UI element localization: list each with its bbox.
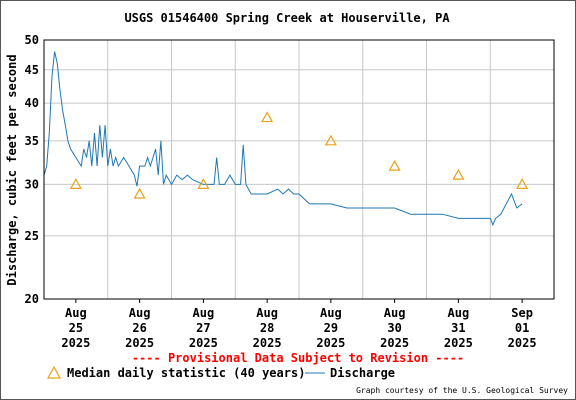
provisional-notice: ---- Provisional Data Subject to Revisio… xyxy=(132,351,464,365)
y-tick-label: 30 xyxy=(25,177,39,191)
median-marker xyxy=(452,168,465,180)
x-tick-label: Aug 28 2025 xyxy=(253,306,282,350)
legend: Median daily statistic (40 years) Discha… xyxy=(46,365,395,380)
plot-frame xyxy=(43,39,555,300)
y-axis-label: Discharge, cubic feet per second xyxy=(5,54,19,285)
discharge-series xyxy=(43,51,523,227)
y-tick-label: 20 xyxy=(25,292,39,306)
y-tick-label: 25 xyxy=(25,229,39,243)
median-marker xyxy=(197,178,210,189)
median-marker xyxy=(324,134,337,146)
y-tick-labels: 20 25 30 35 40 45 50 xyxy=(25,33,39,306)
discharge-line xyxy=(43,51,523,227)
x-tick-label: Aug 25 2025 xyxy=(61,306,90,350)
x-tick-label: Aug 31 2025 xyxy=(444,306,473,350)
x-tick-label: Sep 01 2025 xyxy=(508,306,537,350)
x-tick-labels: Aug 25 2025 Aug 26 2025 Aug 27 2025 Aug 28 2025 Aug 2… xyxy=(61,306,536,350)
legend-discharge-label: Discharge xyxy=(330,366,395,380)
y-tick-label: 35 xyxy=(25,134,39,148)
y-tick-label: 50 xyxy=(25,33,39,47)
median-marker xyxy=(516,178,529,189)
median-series xyxy=(69,111,529,199)
y-tick-label: 40 xyxy=(25,96,39,110)
legend-median-label: Median daily statistic (40 years) xyxy=(67,366,305,380)
median-marker xyxy=(69,178,82,189)
x-tick-label: Aug 29 2025 xyxy=(316,306,345,350)
x-tick-label: Aug 30 2025 xyxy=(380,306,409,350)
chart-title: USGS 01546400 Spring Creek at Houservill… xyxy=(124,11,450,25)
x-tick-label: Aug 27 2025 xyxy=(189,306,218,350)
median-marker xyxy=(261,111,274,123)
y-tick-label: 45 xyxy=(25,63,39,77)
x-tick-label: Aug 26 2025 xyxy=(125,306,154,350)
legend-median-marker xyxy=(46,365,62,379)
median-marker xyxy=(388,159,401,171)
median-marker xyxy=(133,187,146,199)
credit-text: Graph courtesy of the U.S. Geological Su… xyxy=(356,386,568,395)
